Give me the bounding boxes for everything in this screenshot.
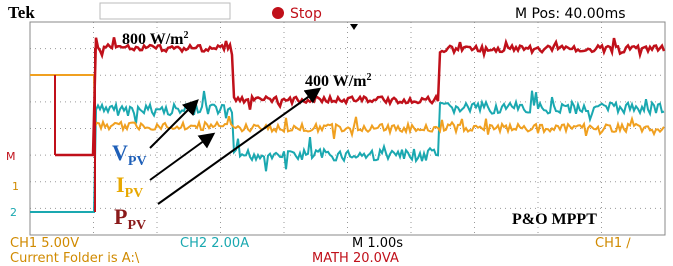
timebase: M 1.00s <box>352 236 403 251</box>
ch2-setting: CH2 2.00A <box>180 236 249 251</box>
trigger-setting: CH1 ∕ <box>595 236 631 251</box>
ch1-marker: 1 <box>12 180 19 193</box>
irradiance-low: 400 W/m2 <box>305 72 371 90</box>
folder: Current Folder is A:\ <box>10 251 140 266</box>
status: Stop <box>290 6 322 22</box>
ch2-marker: 2 <box>10 206 17 219</box>
ch1-setting: CH1 5.00V <box>10 236 79 251</box>
irradiance-high: 800 W/m2 <box>122 30 188 48</box>
method-label: P&O MPPT <box>512 211 597 228</box>
math-marker: M <box>6 150 16 163</box>
brand: Tek <box>8 3 35 22</box>
scope-screen: Tek Stop M Pos: 40.00ms M 1 2 800 W/m2 4… <box>0 0 673 266</box>
stop-dot <box>272 7 284 19</box>
position: M Pos: 40.00ms <box>515 6 626 22</box>
math-setting: MATH 20.0VA <box>312 251 399 266</box>
